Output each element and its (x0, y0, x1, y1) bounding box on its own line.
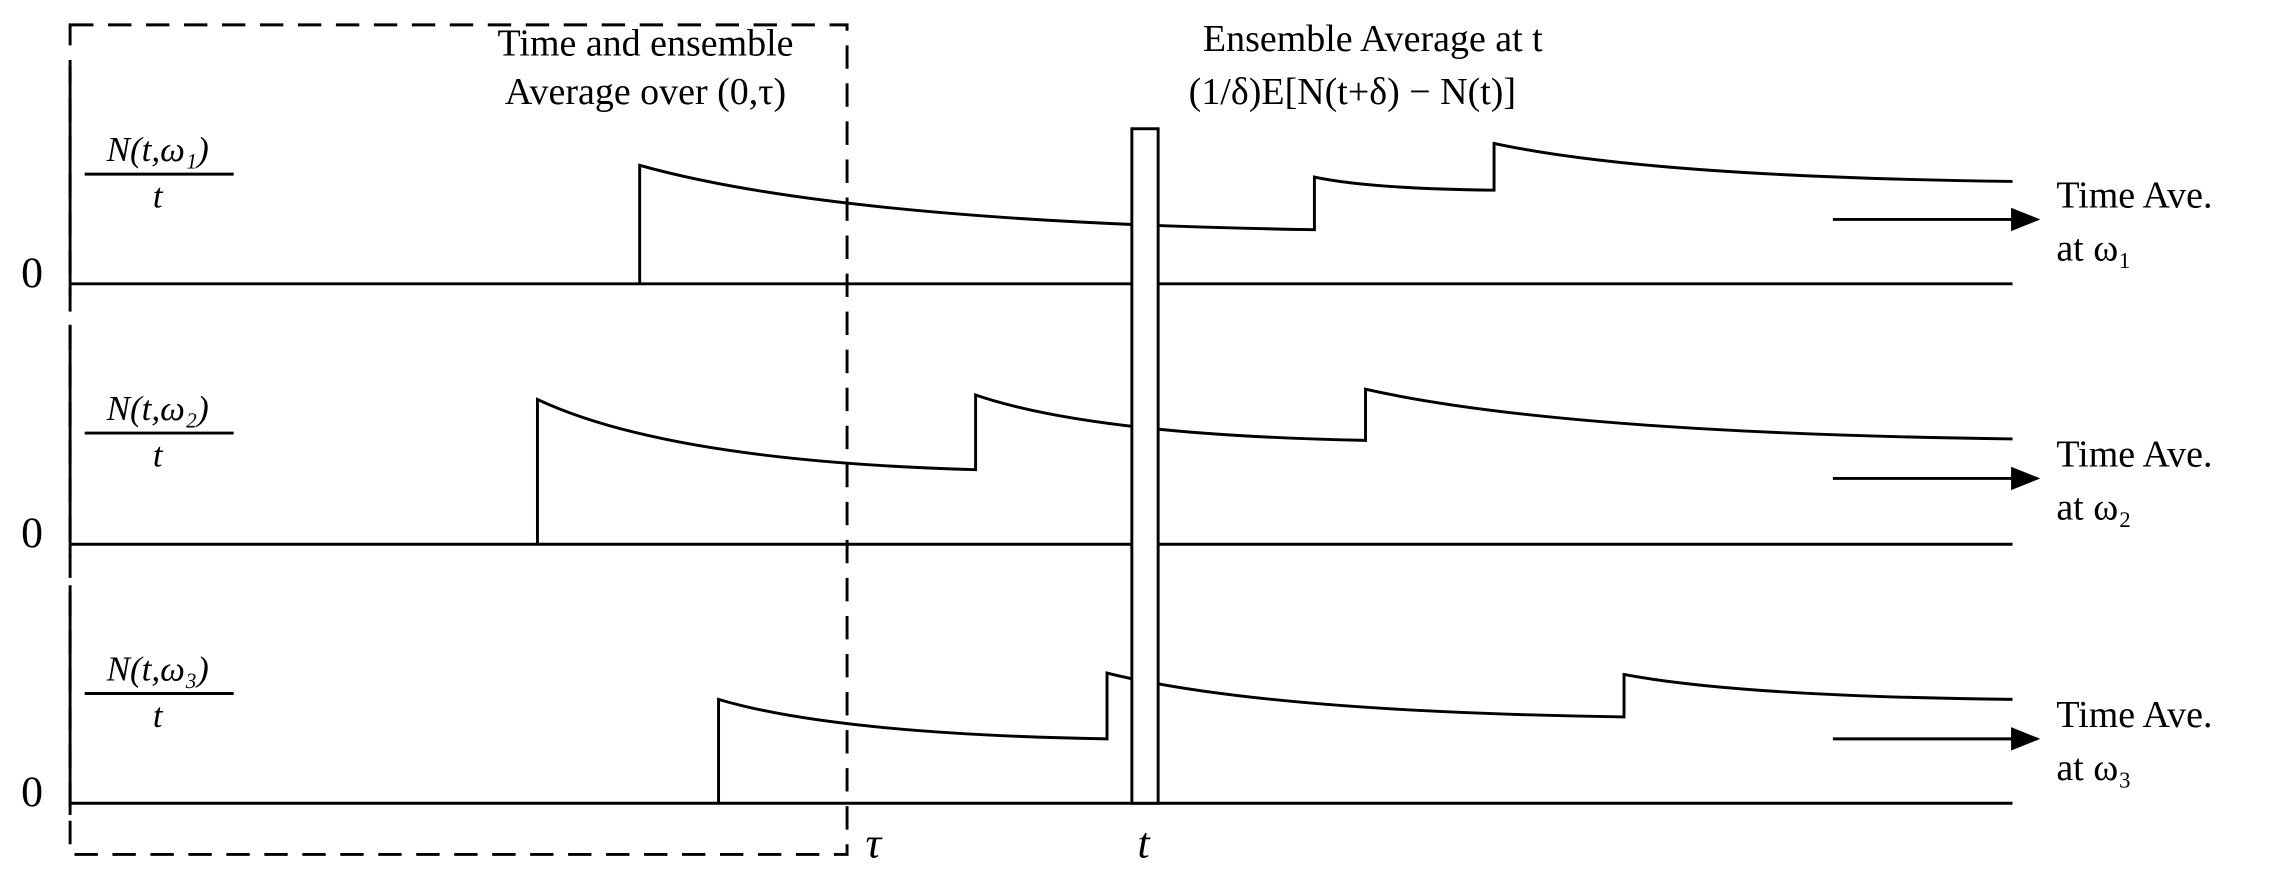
time-average-label: at ω₂ (2056, 486, 2131, 528)
ratio-denominator: t (153, 177, 164, 216)
sample-path (717, 671, 2013, 804)
ratio-numerator: N(t,ω₁) (106, 130, 209, 169)
zero-label: 0 (21, 249, 43, 297)
sample-path (638, 141, 2013, 284)
zero-label: 0 (21, 768, 43, 816)
right-title: Ensemble Average at t (1203, 18, 1543, 60)
sample-path (535, 387, 2013, 545)
right-title: (1/δ)E[N(t+δ) − N(t)] (1189, 71, 1516, 113)
t-label: t (1137, 819, 1151, 867)
time-average-label: Time Ave. (2056, 434, 2212, 476)
time-average-window (68, 23, 849, 856)
ratio-denominator: t (153, 436, 164, 475)
ratio-numerator: N(t,ω₃) (106, 649, 209, 688)
time-average-label: at ω₃ (2056, 747, 2131, 789)
zero-label: 0 (21, 509, 43, 557)
time-average-label: at ω₁ (2056, 227, 2131, 269)
left-title: Average over (0,τ) (505, 71, 786, 113)
time-average-label: Time Ave. (2056, 175, 2212, 217)
ratio-denominator: t (153, 696, 164, 735)
left-title: Time and ensemble (498, 23, 794, 65)
ratio-numerator: N(t,ω₂) (106, 389, 209, 428)
tau-label: τ (866, 819, 884, 867)
ensemble-window (1130, 127, 1160, 805)
time-average-label: Time Ave. (2056, 694, 2212, 736)
